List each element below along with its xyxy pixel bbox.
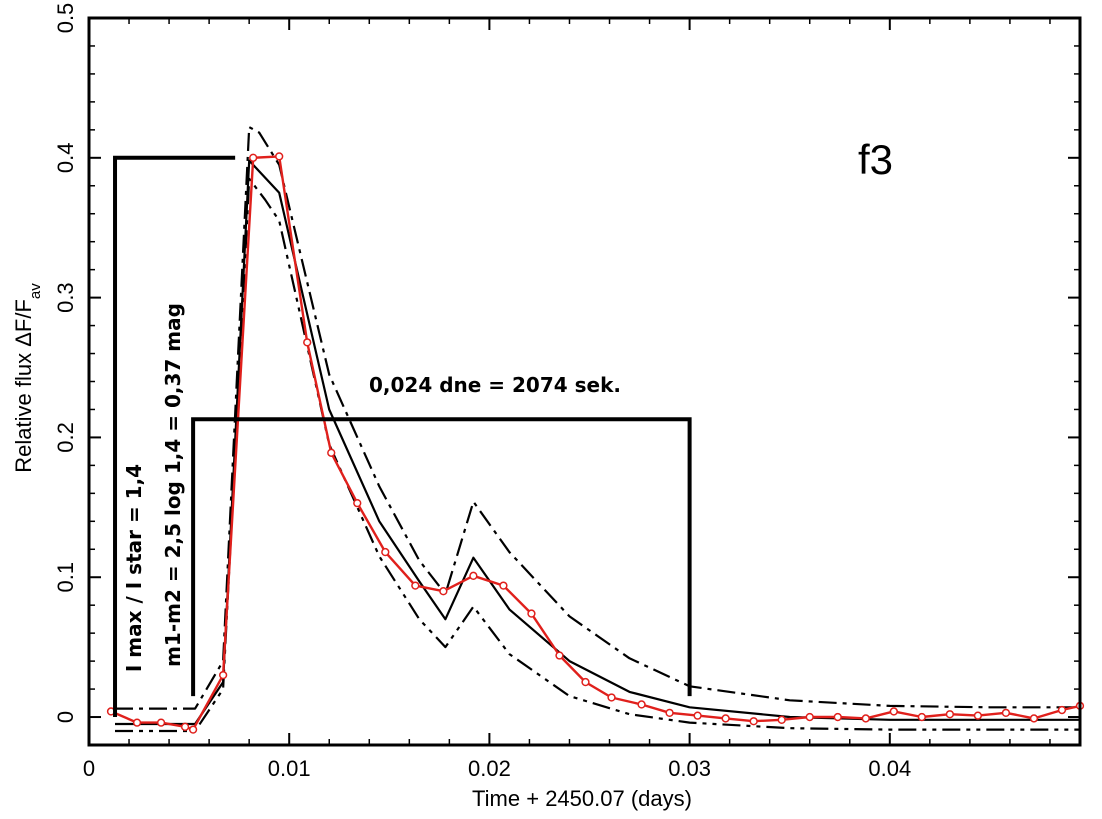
y-tick-label: 0.4 [53, 143, 78, 174]
y-tick-labels: 0 0.1 0.2 0.3 0.4 0.5 [53, 3, 78, 723]
series-line-dash-dot-dot [115, 177, 1080, 733]
data-point [469, 571, 478, 580]
y-tick-label: 0.3 [53, 282, 78, 313]
intensity-ratio-annotation: I max / I star = 1,4 [122, 464, 146, 672]
data-point [275, 152, 284, 161]
data-point [581, 677, 590, 687]
x-tick-label: 0.03 [668, 756, 711, 781]
data-point [1001, 708, 1011, 717]
y-tick-label: 0.2 [53, 422, 78, 453]
data-point [833, 712, 842, 722]
data-point [218, 670, 228, 680]
data-point [665, 708, 674, 717]
series-line-solid-with-circles [110, 155, 1081, 731]
data-point [527, 609, 536, 618]
amplitude-bracket [113, 155, 236, 718]
data-point [1029, 714, 1039, 723]
data-point [721, 714, 730, 723]
data-point [156, 718, 166, 727]
y-tick-label: 0.1 [53, 562, 78, 593]
data-point [180, 722, 190, 731]
axis-ticks [88, 17, 1080, 746]
data-point [777, 715, 786, 724]
x-tick-label: 0.01 [268, 756, 311, 781]
y-tick-label: 0.5 [53, 3, 78, 34]
y-axis-title-subscript: av [27, 283, 44, 299]
data-point [917, 712, 926, 722]
data-point [249, 153, 258, 162]
x-tick-label: 0 [83, 756, 95, 781]
y-axis-title-main: Relative flux ΔF/F [11, 299, 36, 473]
chart-marks [106, 125, 1085, 734]
data-point [353, 498, 362, 508]
data-point [1057, 705, 1067, 715]
series-line-dash-dot [115, 125, 1080, 710]
data-point [188, 725, 198, 734]
data-point [555, 651, 564, 660]
data-point [749, 717, 758, 726]
data-point [693, 711, 702, 720]
data-point [132, 718, 142, 727]
data-point [945, 710, 955, 719]
x-tick-label: 0.02 [468, 756, 511, 781]
data-point [805, 712, 814, 722]
x-tick-labels: 0 0.01 0.02 0.03 0.04 [83, 756, 911, 781]
data-point [499, 581, 508, 590]
y-tick-label: 0 [53, 711, 78, 723]
data-point [303, 338, 312, 347]
data-point [411, 581, 420, 590]
annotation-brackets [113, 155, 692, 718]
data-point [327, 448, 336, 457]
data-point [607, 693, 616, 702]
data-point [889, 707, 898, 716]
data-point [973, 711, 983, 720]
y-axis-title: Relative flux ΔF/Fav [11, 283, 44, 473]
x-tick-label: 0.04 [868, 756, 911, 781]
x-axis-title: Time + 2450.07 (days) [472, 786, 692, 811]
duration-annotation: 0,024 dne = 2074 sek. [369, 373, 621, 397]
data-point [439, 587, 448, 596]
duration-bracket [191, 417, 692, 697]
data-point [861, 714, 870, 723]
panel-label: f3 [858, 136, 893, 183]
magnitude-annotation: m1-m2 = 2,5 log 1,4 = 0,37 mag [161, 303, 185, 667]
data-point [637, 700, 646, 709]
data-point [381, 547, 390, 557]
series-line-solid [115, 159, 1080, 726]
